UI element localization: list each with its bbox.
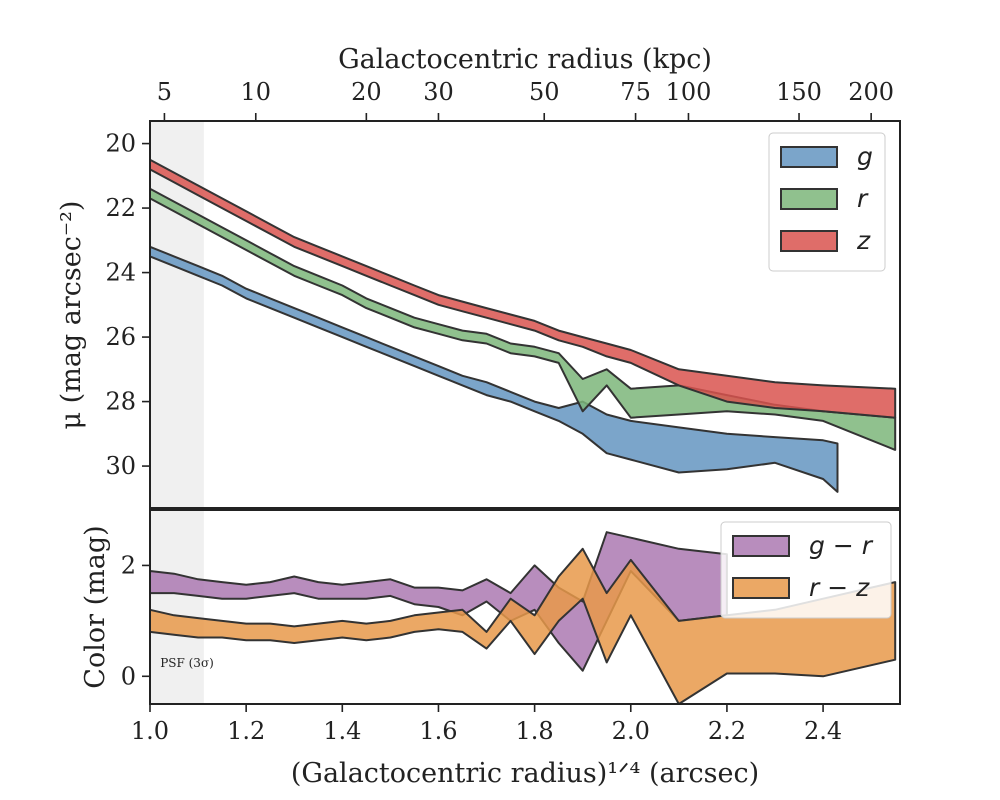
top-y-tick-label: 26 bbox=[105, 323, 136, 351]
bottom-y-axis-label: Color (mag) bbox=[80, 525, 111, 688]
bottom-y-tick-label: 2 bbox=[121, 551, 136, 579]
top-x-ticks-kpc: 5 10 20 30 50 75 100 150 200 bbox=[157, 78, 894, 121]
bottom-legend-label: r − z bbox=[809, 573, 870, 602]
top-x-tick-label: 200 bbox=[848, 78, 894, 106]
top-y-tick-label: 28 bbox=[105, 388, 136, 416]
bottom-x-tick-label: 1.4 bbox=[323, 717, 361, 745]
bottom-legend-swatch bbox=[732, 535, 790, 557]
bottom-x-tick-label: 2.0 bbox=[612, 717, 650, 745]
bottom-x-tick-label: 1.8 bbox=[516, 717, 554, 745]
top-y-tick-label: 22 bbox=[105, 194, 136, 222]
bottom-y-ticks: 02 bbox=[121, 551, 150, 690]
color-band-1 bbox=[149, 547, 897, 705]
top-legend-label: z bbox=[856, 226, 871, 255]
top-y-ticks: 20 22 24 26 28 30 bbox=[105, 130, 150, 480]
bottom-x-tick-label: 2.4 bbox=[804, 717, 842, 745]
top-x-tick-label: 30 bbox=[423, 78, 454, 106]
bottom-x-ticks: 1.0 1.2 1.4 1.6 1.8 2.0 2.2 2.4 bbox=[131, 704, 842, 745]
top-legend: grz bbox=[768, 132, 886, 272]
surface-brightness-band-2 bbox=[149, 158, 897, 419]
top-y-axis-label: μ (mag arcsec⁻²) bbox=[56, 201, 87, 430]
surface-brightness-band-0 bbox=[149, 245, 839, 493]
bottom-panel-frame bbox=[149, 509, 901, 705]
surface-brightness-bands bbox=[149, 158, 897, 493]
bottom-legend: g − r r − z bbox=[720, 521, 892, 619]
top-legend-label: r bbox=[857, 184, 869, 213]
top-y-tick-label: 24 bbox=[105, 259, 136, 287]
top-x-tick-label: 150 bbox=[776, 78, 822, 106]
bottom-x-tick-label: 1.2 bbox=[227, 717, 265, 745]
bottom-legend-swatch bbox=[732, 577, 790, 599]
top-x-axis-label: Galactocentric radius (kpc) bbox=[338, 44, 712, 75]
bottom-legend-label: g − r bbox=[809, 531, 874, 560]
top-y-tick-label: 30 bbox=[105, 452, 136, 480]
top-x-tick-label: 100 bbox=[666, 78, 712, 106]
top-x-tick-label: 20 bbox=[351, 78, 382, 106]
top-legend-swatch bbox=[780, 230, 838, 252]
top-y-tick-label: 20 bbox=[105, 130, 136, 158]
psf-region-bottom bbox=[151, 511, 204, 703]
bottom-x-tick-label: 1.6 bbox=[419, 717, 457, 745]
top-panel-frame bbox=[149, 120, 901, 509]
top-legend-swatch bbox=[780, 188, 838, 210]
top-x-tick-label: 75 bbox=[620, 78, 651, 106]
bottom-x-axis-label: (Galactocentric radius)¹ᐟ⁴ (arcsec) bbox=[291, 758, 759, 789]
surface-brightness-band-1 bbox=[149, 187, 897, 451]
bottom-x-tick-label: 2.2 bbox=[708, 717, 746, 745]
top-legend-label: g bbox=[857, 142, 873, 171]
psf-annotation: PSF (3σ) bbox=[160, 656, 214, 670]
top-x-tick-label: 5 bbox=[157, 78, 172, 106]
bottom-y-tick-label: 0 bbox=[121, 662, 136, 690]
top-legend-swatch bbox=[780, 146, 838, 168]
top-x-tick-label: 10 bbox=[240, 78, 271, 106]
top-x-tick-label: 50 bbox=[529, 78, 560, 106]
bottom-x-tick-label: 1.0 bbox=[131, 717, 169, 745]
